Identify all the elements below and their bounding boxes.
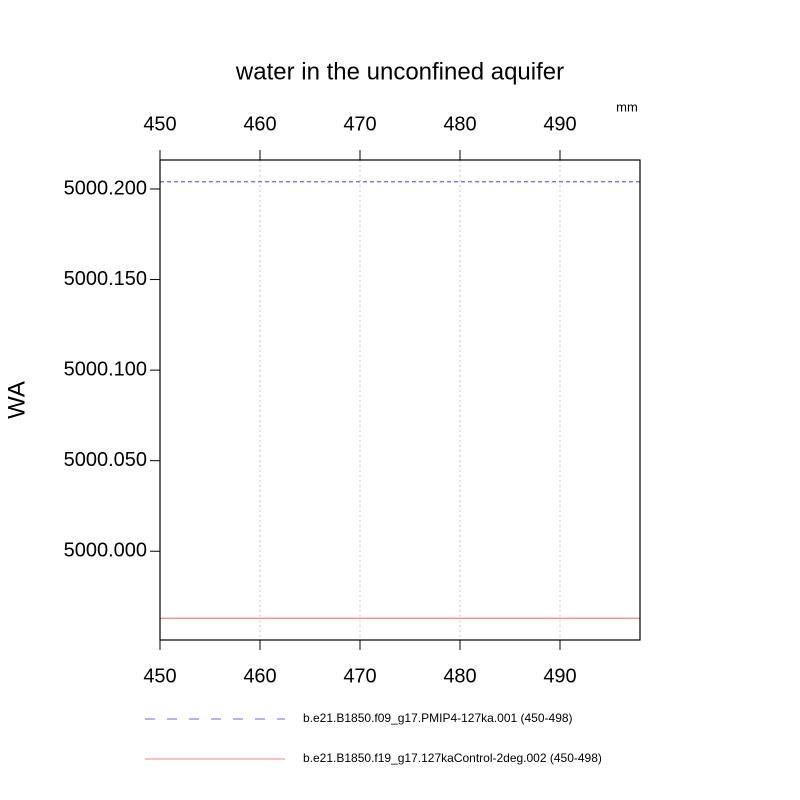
x-tick-label: 450 [143,665,176,687]
x2-tick-label: 460 [243,113,276,135]
x2-tick-label: 490 [543,113,576,135]
x-tick-label: 490 [543,665,576,687]
x-tick-label: 460 [243,665,276,687]
x2-tick-label: 470 [343,113,376,135]
x2-tick-label: 480 [443,113,476,135]
x2-unit: mm [616,99,638,114]
x-tick-label: 470 [343,665,376,687]
plot-frame [159,159,641,641]
y-axis-label: WA [3,381,30,419]
y-tick-label: 5000.000 [64,540,147,562]
x2-tick-label: 450 [143,113,176,135]
y-tick-label: 5000.200 [64,177,147,199]
chart-title: water in the unconfined aquifer [235,58,564,85]
y-tick-label: 5000.150 [64,268,147,290]
legend-label: b.e21.B1850.f09_g17.PMIP4-127ka.001 (450… [303,711,573,725]
y-tick-label: 5000.050 [64,449,147,471]
legend-label: b.e21.B1850.f19_g17.127kaControl-2deg.00… [303,751,602,765]
y-tick-label: 5000.100 [64,358,147,380]
x-tick-label: 480 [443,665,476,687]
